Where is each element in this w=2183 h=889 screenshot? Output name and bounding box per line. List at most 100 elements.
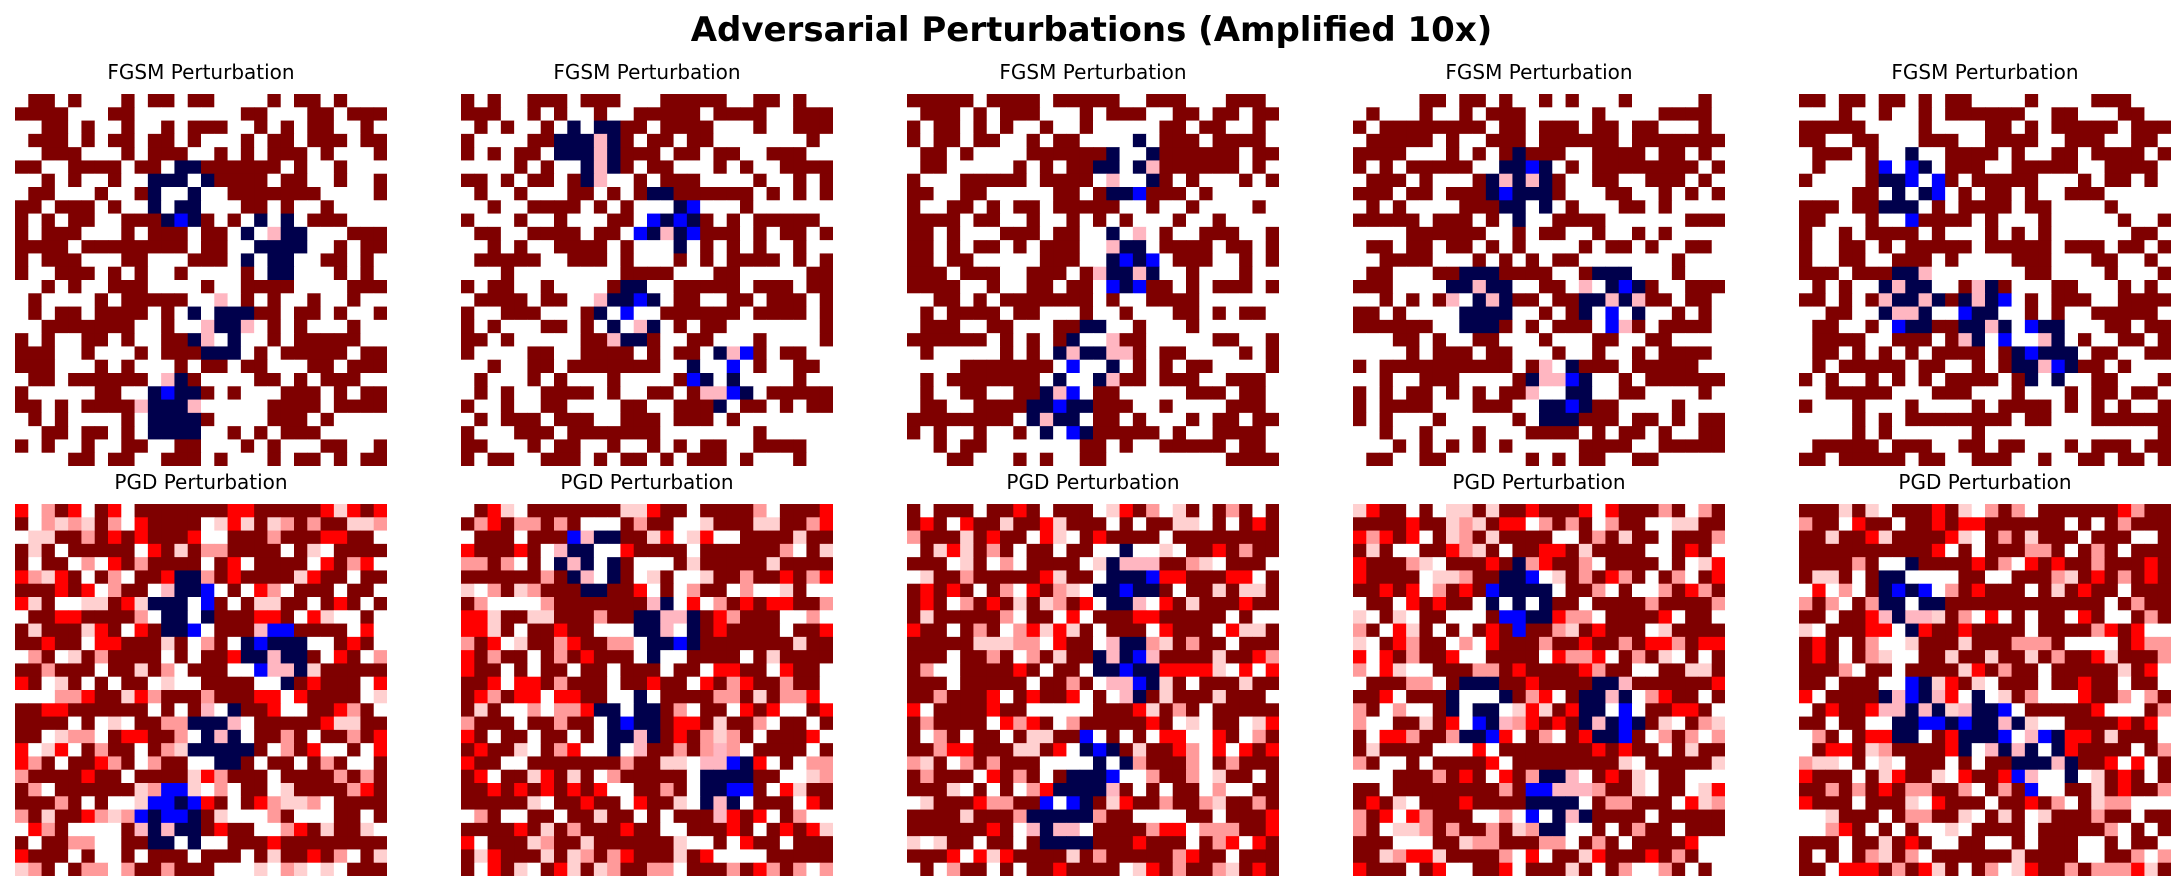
heatmap-cell [806, 597, 821, 611]
heatmap-cell [1632, 120, 1646, 135]
heatmap-cell [161, 743, 175, 757]
heatmap-cell [660, 426, 674, 440]
heatmap-cell [1685, 253, 1699, 268]
heatmap-cell [360, 226, 375, 241]
heatmap-cell [620, 426, 635, 440]
heatmap-cell [320, 623, 335, 638]
heatmap-cell [1379, 213, 1394, 228]
heatmap-cell [1406, 94, 1420, 108]
heatmap-cell [660, 597, 674, 611]
heatmap-cell [527, 373, 542, 387]
heatmap-cell [1525, 240, 1540, 254]
heatmap-cell [240, 266, 255, 281]
heatmap-cell [1159, 226, 1174, 241]
heatmap-cell [214, 386, 228, 400]
heatmap-cell [726, 120, 741, 135]
heatmap-cell [1239, 359, 1253, 374]
heatmap-cell [360, 399, 375, 414]
heatmap-cell [567, 200, 581, 214]
heatmap-cell [2157, 107, 2171, 121]
heatmap-cell [240, 756, 255, 771]
heatmap-cell [333, 306, 348, 321]
heatmap-cell [487, 173, 502, 188]
heatmap-cell [1799, 439, 1813, 454]
heatmap-cell [161, 240, 175, 254]
heatmap-cell [633, 94, 648, 108]
heatmap-cell [373, 690, 387, 704]
heatmap-cell [474, 412, 488, 427]
heatmap-cell [474, 94, 488, 108]
heatmap-cell [793, 504, 807, 518]
heatmap-cell [15, 623, 29, 638]
heatmap-cell [174, 319, 189, 334]
heatmap-cell [1093, 452, 1107, 466]
heatmap-cell [134, 399, 149, 414]
heatmap-cell [2131, 94, 2145, 108]
heatmap-cell [240, 120, 255, 135]
heatmap-cell [2051, 359, 2066, 374]
heatmap-cell [307, 333, 321, 347]
heatmap-cell [1918, 226, 1933, 241]
heatmap-cell [1971, 94, 1986, 108]
heatmap-cell [81, 570, 96, 585]
heatmap-cell [1265, 160, 1279, 175]
heatmap-cell [1878, 399, 1893, 414]
heatmap-cell [1000, 120, 1014, 135]
heatmap-cell [1945, 240, 1959, 254]
heatmap-cell [461, 597, 475, 611]
heatmap-cell [187, 426, 202, 440]
heatmap-cell [333, 94, 348, 108]
heatmap-cell [920, 213, 934, 228]
heatmap-cell [1225, 160, 1240, 175]
heatmap-cell [1366, 333, 1380, 347]
heatmap-cell [620, 200, 635, 214]
heatmap-cell [121, 94, 135, 108]
heatmap-cell [28, 690, 42, 704]
heatmap-cell [147, 213, 162, 228]
heatmap-cell [1632, 439, 1646, 454]
heatmap-cell [254, 743, 268, 757]
heatmap-cell [81, 187, 96, 201]
heatmap-cell [28, 543, 42, 558]
heatmap-cell [700, 253, 714, 268]
heatmap-cell [294, 623, 308, 638]
heatmap-cell [1239, 107, 1253, 121]
heatmap-cell [1865, 293, 1880, 307]
heatmap-cell [94, 373, 109, 387]
heatmap-cell [2078, 359, 2092, 374]
heatmap-cell [294, 676, 308, 691]
heatmap-cell [1132, 373, 1147, 387]
heatmap-cell [986, 160, 1001, 175]
heatmap-cell [2091, 293, 2105, 307]
heatmap-cell [1578, 306, 1593, 321]
heatmap-cell [121, 543, 135, 558]
heatmap-cell [1618, 306, 1633, 321]
heatmap-cell [240, 862, 255, 876]
heatmap-cell [593, 583, 608, 598]
heatmap-cell [1618, 293, 1633, 307]
heatmap-cell [740, 530, 754, 545]
heatmap-cell [2104, 280, 2119, 294]
heatmap-cell [766, 120, 781, 135]
heatmap-cell [1199, 266, 1213, 281]
heatmap-cell [1066, 213, 1081, 228]
heatmap-cell [54, 426, 69, 440]
heatmap-cell [2011, 293, 2026, 307]
heatmap-cell [819, 570, 833, 585]
heatmap-cell [121, 836, 135, 850]
heatmap-cell [81, 399, 96, 414]
heatmap-cell [94, 452, 109, 466]
heatmap-cell [1985, 346, 1999, 361]
heatmap-cell [554, 107, 568, 121]
heatmap-cell [1119, 306, 1134, 321]
heatmap-cell [15, 147, 29, 161]
heatmap-cell [81, 650, 96, 664]
heatmap-cell [1366, 226, 1380, 241]
heatmap-cell [1645, 187, 1659, 201]
heatmap-cell [1093, 439, 1107, 454]
heatmap-cell [280, 769, 295, 784]
heatmap-cell [1053, 213, 1067, 228]
heatmap-cell [201, 94, 215, 108]
heatmap-cell [1066, 173, 1081, 188]
heatmap-cell [540, 133, 555, 148]
